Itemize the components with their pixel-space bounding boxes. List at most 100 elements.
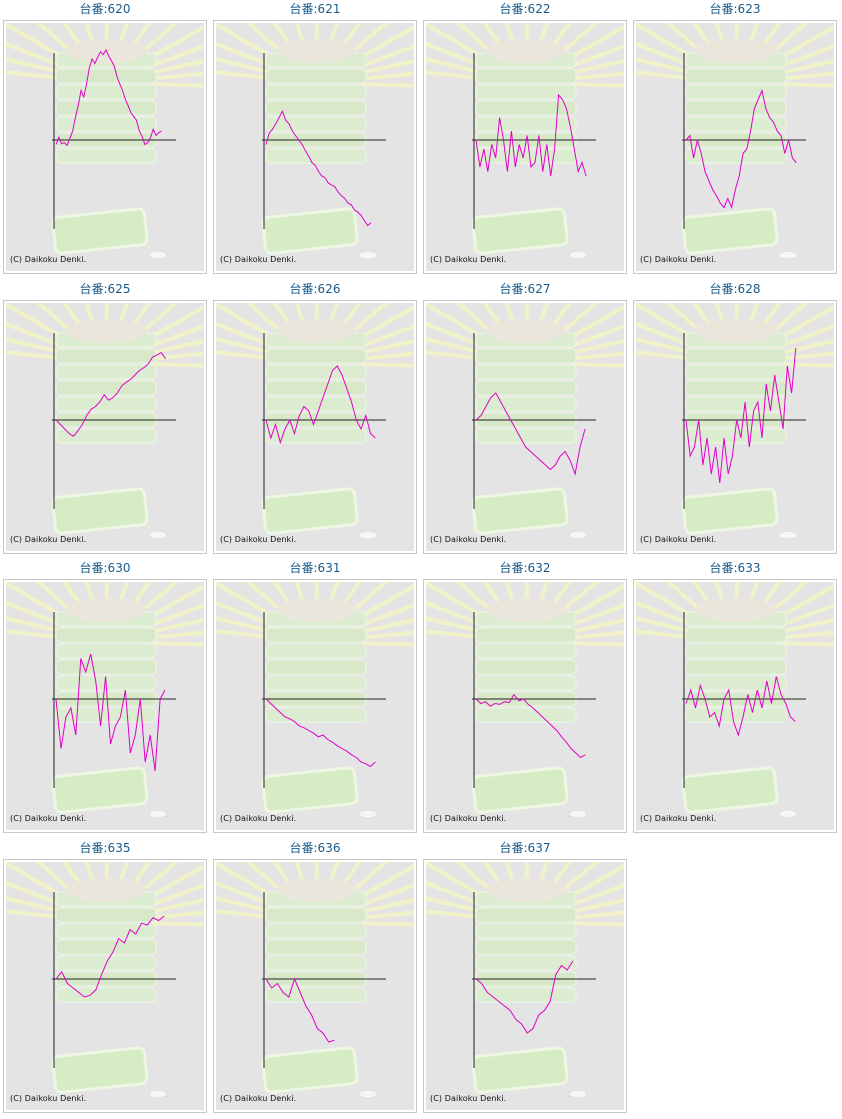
graph-frame[interactable]: (C) Daikoku Denki. (423, 859, 627, 1113)
graph-frame[interactable]: (C) Daikoku Denki. (3, 859, 207, 1113)
machine-number-link[interactable]: 台番:635 (79, 841, 131, 855)
background-layer (55, 707, 157, 723)
background-ray (567, 58, 624, 76)
background-layer (475, 84, 577, 100)
machine-number-link[interactable]: 台番:621 (289, 2, 341, 16)
copyright-text: (C) Daikoku Denki. (220, 255, 297, 264)
graph-frame[interactable]: (C) Daikoku Denki. (213, 859, 417, 1113)
graph-canvas (216, 23, 414, 260)
copyright-text: (C) Daikoku Denki. (640, 255, 717, 264)
background-ray (636, 350, 692, 361)
machine-number-link[interactable]: 台番:637 (499, 841, 551, 855)
machine-number-link[interactable]: 台番:631 (289, 561, 341, 575)
background-layer (475, 68, 577, 84)
background-layer (685, 68, 787, 84)
graph-frame[interactable]: (C) Daikoku Denki. (213, 20, 417, 274)
machine-tile: 台番:627 (C) Daikoku Denki. (420, 280, 630, 560)
graph-frame[interactable]: (C) Daikoku Denki. (213, 579, 417, 833)
machine-tile: 台番:623 (C) Daikoku Denki. (630, 0, 840, 280)
graph-frame[interactable]: (C) Daikoku Denki. (633, 579, 837, 833)
background-ray (360, 921, 414, 927)
background-ray (567, 897, 624, 915)
graph-frame[interactable]: (C) Daikoku Denki. (3, 300, 207, 554)
copyright-text: (C) Daikoku Denki. (640, 814, 717, 823)
graph-canvas (216, 303, 414, 540)
slump-line (265, 365, 376, 445)
background-ray (780, 630, 834, 640)
background-layer (475, 955, 577, 971)
background-dome (486, 598, 566, 622)
background-layer (265, 348, 367, 364)
graph-canvas (636, 23, 834, 260)
graph-frame[interactable]: (C) Daikoku Denki. (633, 20, 837, 274)
background-layer (685, 84, 787, 100)
background-layer (475, 643, 577, 659)
background-layer (265, 939, 367, 955)
background-ray (6, 616, 65, 635)
slump-graph: (C) Daikoku Denki. (6, 303, 204, 551)
graph-frame[interactable]: (C) Daikoku Denki. (423, 20, 627, 274)
background-layer (475, 707, 577, 723)
background-layer (685, 364, 787, 380)
background-layer (265, 923, 367, 939)
machine-number-link[interactable]: 台番:620 (79, 2, 131, 16)
background-ray (6, 57, 65, 76)
background-ray (6, 337, 65, 356)
background-ray (636, 616, 695, 635)
background-ray (773, 324, 834, 351)
copyright-text: (C) Daikoku Denki. (220, 535, 297, 544)
background-ray (143, 603, 204, 630)
graph-frame[interactable]: (C) Daikoku Denki. (423, 579, 627, 833)
background-layer (685, 100, 787, 116)
graph-frame[interactable]: (C) Daikoku Denki. (3, 20, 207, 274)
background-tray (471, 1046, 569, 1094)
background-layer (265, 659, 367, 675)
graph-frame[interactable]: (C) Daikoku Denki. (423, 300, 627, 554)
background-dome (66, 878, 146, 902)
machine-number-link[interactable]: 台番:623 (709, 2, 761, 16)
background-ray (357, 338, 414, 356)
machine-number-link[interactable]: 台番:633 (709, 561, 761, 575)
background-ray (360, 910, 414, 920)
graph-canvas (426, 862, 624, 1099)
machine-tile: 台番:635 (C) Daikoku Denki. (0, 839, 210, 1119)
machine-number-link[interactable]: 台番:626 (289, 282, 341, 296)
background-ray (636, 70, 692, 81)
machine-number-link[interactable]: 台番:628 (709, 282, 761, 296)
machine-tile: 台番:625 (C) Daikoku Denki. (0, 280, 210, 560)
machine-number-link[interactable]: 台番:622 (499, 2, 551, 16)
graph-frame[interactable]: (C) Daikoku Denki. (633, 300, 837, 554)
background-ray (780, 641, 834, 647)
slump-line (55, 915, 165, 998)
graph-canvas (426, 582, 624, 819)
background-layer (685, 116, 787, 132)
background-layer (55, 148, 157, 164)
background-ray (563, 324, 624, 351)
background-ray (353, 44, 414, 71)
background-layer (475, 380, 577, 396)
background-ray (567, 338, 624, 356)
background-layer (55, 939, 157, 955)
background-layer (475, 396, 577, 412)
background-coin (568, 250, 588, 260)
machine-number-link[interactable]: 台番:630 (79, 561, 131, 575)
background-ray (570, 910, 624, 920)
background-ray (147, 897, 204, 915)
background-ray (150, 641, 204, 647)
background-layer (55, 923, 157, 939)
machine-number-link[interactable]: 台番:636 (289, 841, 341, 855)
machine-number-link[interactable]: 台番:625 (79, 282, 131, 296)
background-layer (475, 100, 577, 116)
machine-number-link[interactable]: 台番:627 (499, 282, 551, 296)
background-layer (55, 68, 157, 84)
graph-frame[interactable]: (C) Daikoku Denki. (213, 300, 417, 554)
background-ray (426, 909, 482, 920)
graph-canvas (636, 582, 834, 819)
background-coin (778, 530, 798, 540)
graph-frame[interactable]: (C) Daikoku Denki. (3, 579, 207, 833)
machine-number-link[interactable]: 台番:632 (499, 561, 551, 575)
slump-graph: (C) Daikoku Denki. (426, 303, 624, 551)
background-dome (276, 39, 356, 63)
background-ray (216, 629, 272, 640)
background-ray (150, 71, 204, 81)
